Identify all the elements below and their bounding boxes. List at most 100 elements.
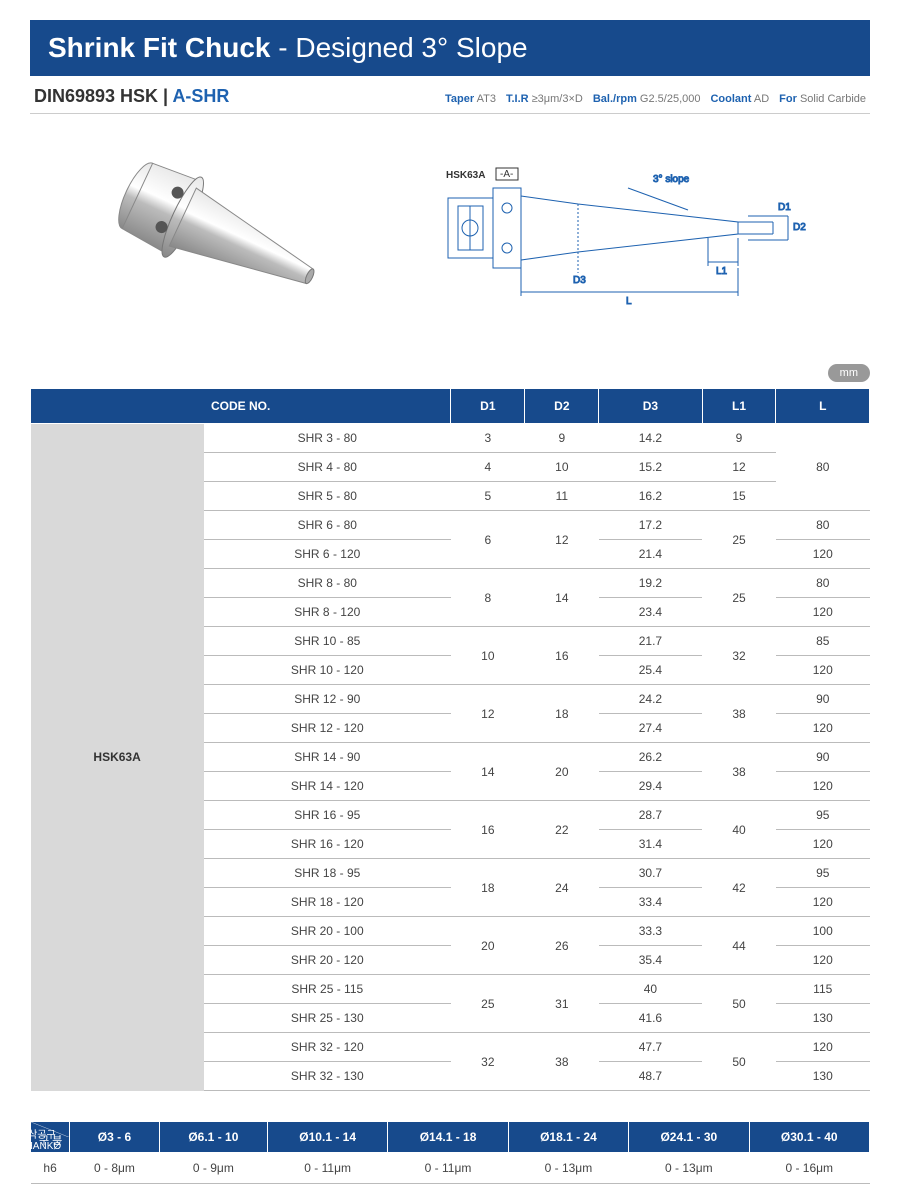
cell-d3: 41.6 xyxy=(599,1004,702,1033)
cell-d2: 9 xyxy=(525,424,599,453)
cell-l: 120 xyxy=(776,772,870,801)
cell-code: SHR 10 - 85 xyxy=(204,627,451,656)
subtitle-accent: A-SHR xyxy=(172,86,229,106)
cell-l: 120 xyxy=(776,656,870,685)
cell-d2: 12 xyxy=(525,511,599,569)
cell-l: 100 xyxy=(776,917,870,946)
spec-value: AT3 xyxy=(474,93,496,105)
svg-text:3° slope: 3° slope xyxy=(653,174,690,185)
cell-d3: 30.7 xyxy=(599,859,702,888)
cell-l1: 38 xyxy=(702,743,776,801)
tol-cell: 0 - 8μm xyxy=(70,1153,160,1184)
chuck-photo-svg xyxy=(89,144,349,324)
cell-d2: 11 xyxy=(525,482,599,511)
cell-l: 80 xyxy=(776,511,870,540)
cell-d1: 25 xyxy=(451,975,525,1033)
cell-code: SHR 3 - 80 xyxy=(204,424,451,453)
cell-d3: 40 xyxy=(599,975,702,1004)
cell-code: SHR 6 - 80 xyxy=(204,511,451,540)
cell-code: SHR 18 - 120 xyxy=(204,888,451,917)
cell-d3: 25.4 xyxy=(599,656,702,685)
cell-d1: 10 xyxy=(451,627,525,685)
svg-text:HSK63A: HSK63A xyxy=(446,170,485,181)
cell-d3: 29.4 xyxy=(599,772,702,801)
tol-col: Ø14.1 - 18 xyxy=(388,1122,508,1153)
cell-d1: 4 xyxy=(451,453,525,482)
cell-d1: 12 xyxy=(451,685,525,743)
cell-d3: 33.4 xyxy=(599,888,702,917)
tol-col: Ø18.1 - 24 xyxy=(508,1122,628,1153)
cell-d2: 22 xyxy=(525,801,599,859)
cell-d3: 28.7 xyxy=(599,801,702,830)
tol-cell: 0 - 16μm xyxy=(749,1153,869,1184)
page-title-bar: Shrink Fit Chuck - Designed 3° Slope xyxy=(30,20,870,76)
cell-l: 120 xyxy=(776,830,870,859)
cell-d3: 47.7 xyxy=(599,1033,702,1062)
tol-cell: 0 - 11μm xyxy=(267,1153,387,1184)
cell-code: SHR 5 - 80 xyxy=(204,482,451,511)
cell-d3: 48.7 xyxy=(599,1062,702,1091)
tol-col: Ø10.1 - 14 xyxy=(267,1122,387,1153)
spec-value: AD xyxy=(751,93,769,105)
tol-cell: 0 - 13μm xyxy=(508,1153,628,1184)
tol-col: Ø24.1 - 30 xyxy=(629,1122,749,1153)
cell-d2: 14 xyxy=(525,569,599,627)
cell-d2: 31 xyxy=(525,975,599,1033)
cell-code: SHR 16 - 120 xyxy=(204,830,451,859)
cell-l: 120 xyxy=(776,946,870,975)
cell-l: 85 xyxy=(776,627,870,656)
cell-code: SHR 20 - 100 xyxy=(204,917,451,946)
cell-d1: 16 xyxy=(451,801,525,859)
spec-label: For xyxy=(779,93,797,105)
cell-d3: 27.4 xyxy=(599,714,702,743)
cell-d3: 21.4 xyxy=(599,540,702,569)
tol-col: Ø3 - 6 xyxy=(70,1122,160,1153)
col-header: D1 xyxy=(451,389,525,424)
cell-l1: 40 xyxy=(702,801,776,859)
subtitle-row: DIN69893 HSK | A-SHR Taper AT3T.I.R ≥3μm… xyxy=(30,76,870,114)
cell-code: SHR 14 - 120 xyxy=(204,772,451,801)
cell-d3: 24.2 xyxy=(599,685,702,714)
cell-d3: 31.4 xyxy=(599,830,702,859)
svg-text:D1: D1 xyxy=(778,202,791,213)
cell-code: SHR 8 - 80 xyxy=(204,569,451,598)
cell-code: SHR 14 - 90 xyxy=(204,743,451,772)
spec-label: Bal./rpm xyxy=(593,93,637,105)
svg-text:D3: D3 xyxy=(573,275,586,286)
cell-d3: 15.2 xyxy=(599,453,702,482)
cell-code: SHR 4 - 80 xyxy=(204,453,451,482)
cell-l: 120 xyxy=(776,888,870,917)
svg-text:-A-: -A- xyxy=(500,169,513,180)
cell-d1: 20 xyxy=(451,917,525,975)
cell-l1: 38 xyxy=(702,685,776,743)
cell-l1: 32 xyxy=(702,627,776,685)
cell-d1: 14 xyxy=(451,743,525,801)
tol-col: Ø30.1 - 40 xyxy=(749,1122,869,1153)
tol-cell: 0 - 9μm xyxy=(159,1153,267,1184)
col-header: D2 xyxy=(525,389,599,424)
cell-d2: 26 xyxy=(525,917,599,975)
cell-l: 120 xyxy=(776,598,870,627)
cell-l: 80 xyxy=(776,569,870,598)
cell-d1: 6 xyxy=(451,511,525,569)
col-header: L1 xyxy=(702,389,776,424)
cell-l: 80 xyxy=(776,424,870,511)
cell-l: 95 xyxy=(776,859,870,888)
cell-code: SHR 12 - 90 xyxy=(204,685,451,714)
cell-d1: 8 xyxy=(451,569,525,627)
tolerance-table: 절삭공구SHANKØ구 분Ø3 - 6Ø6.1 - 10Ø10.1 - 14Ø1… xyxy=(30,1121,870,1184)
spec-label: Coolant xyxy=(710,93,751,105)
cell-l: 90 xyxy=(776,743,870,772)
cell-code: SHR 6 - 120 xyxy=(204,540,451,569)
cell-d3: 19.2 xyxy=(599,569,702,598)
cell-d3: 33.3 xyxy=(599,917,702,946)
col-header: D3 xyxy=(599,389,702,424)
figure-row: D3 3° slope D1 D2 L1 xyxy=(30,134,870,334)
cell-d3: 26.2 xyxy=(599,743,702,772)
cell-l: 130 xyxy=(776,1062,870,1091)
col-header: L xyxy=(776,389,870,424)
cell-code: SHR 32 - 120 xyxy=(204,1033,451,1062)
cell-code: SHR 8 - 120 xyxy=(204,598,451,627)
cell-l1: 15 xyxy=(702,482,776,511)
tol-cell: 0 - 11μm xyxy=(388,1153,508,1184)
